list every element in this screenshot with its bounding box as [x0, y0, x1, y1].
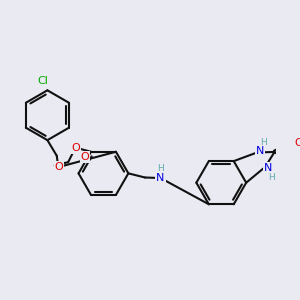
Text: Cl: Cl	[38, 76, 49, 86]
Text: N: N	[264, 163, 272, 173]
Text: N: N	[256, 146, 264, 157]
Text: N: N	[156, 173, 165, 183]
Text: O: O	[294, 138, 300, 148]
Text: H: H	[260, 138, 266, 147]
Text: H: H	[268, 173, 275, 182]
Text: O: O	[81, 152, 89, 162]
Text: O: O	[54, 162, 63, 172]
Text: H: H	[157, 164, 164, 173]
Text: O: O	[71, 142, 80, 153]
